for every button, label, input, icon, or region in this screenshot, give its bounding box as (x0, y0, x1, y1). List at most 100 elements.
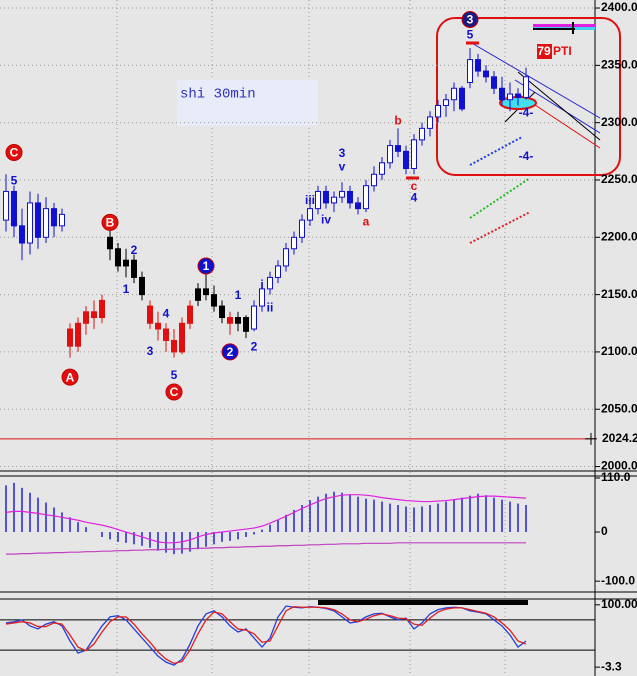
y-tick-label: 2350.0 (601, 58, 637, 72)
candle-body (203, 288, 209, 296)
candle-body (355, 202, 361, 210)
wave-circle (5, 143, 23, 161)
wave-label: B (106, 216, 115, 230)
study-label-box (177, 80, 318, 126)
candle-body (307, 208, 313, 221)
wave-label: 3 (467, 13, 474, 27)
wave-label: A (66, 370, 75, 384)
wave-label: 1 (123, 282, 130, 296)
candle-body (131, 259, 137, 278)
last-price-label: 2024.2 (602, 431, 637, 445)
y-tick-label: 2200.0 (601, 229, 637, 243)
candle-body (219, 305, 225, 319)
candle-body (51, 208, 57, 227)
wave-label: iv (321, 212, 331, 226)
candle-body (339, 190, 345, 198)
indicator-line (5, 494, 527, 544)
candle-body (195, 288, 201, 301)
stochastic-line (5, 605, 527, 665)
candle-body (331, 196, 337, 204)
y-tick-label: 2100.0 (601, 344, 637, 358)
pti-text: PTI (553, 44, 572, 58)
wave-circle (221, 343, 239, 361)
candle-body (315, 190, 321, 210)
channel-line (469, 41, 601, 119)
candle-body (419, 127, 425, 141)
candle-body (19, 225, 25, 244)
y-tick-label: 2400.0 (601, 0, 637, 14)
pti-badge (537, 44, 552, 59)
stochastic-line (5, 605, 527, 666)
study-label: shi 30min (180, 87, 256, 103)
candle-body (491, 76, 497, 89)
candle-body (59, 213, 65, 227)
wave-label: 2 (131, 243, 138, 257)
y-tick-label: 2250.0 (601, 172, 637, 186)
wave-label: 1 (203, 259, 210, 273)
wave-label: C (170, 385, 179, 399)
candle-body (235, 317, 241, 324)
candle-body (107, 236, 113, 250)
wave-label: c (411, 179, 418, 193)
candle-body (443, 99, 449, 106)
wave-label: 3 (147, 344, 154, 358)
candle-body (67, 328, 73, 347)
wave-label: a (363, 215, 370, 229)
wave-label: -4- (519, 149, 534, 163)
pti-count: 79 (537, 44, 551, 58)
candle-body (139, 276, 145, 296)
candle-body (347, 190, 353, 204)
y-tick-label: 2000.0 (601, 459, 637, 473)
candle-body (259, 288, 265, 307)
wave-circle (165, 383, 183, 401)
candle-body (99, 299, 105, 319)
candle-body (283, 248, 289, 267)
candle-body (275, 265, 281, 278)
y-tick-label: 2150.0 (601, 287, 637, 301)
y-tick-label: 2300.0 (601, 115, 637, 129)
wave-label: 3 (339, 146, 346, 160)
candle-body (291, 236, 297, 250)
wave-label: i (260, 278, 263, 292)
candle-body (515, 93, 521, 98)
candle-body (171, 339, 177, 353)
candle-body (243, 317, 249, 332)
y-tick-label: 0 (601, 524, 608, 538)
candle-body (475, 59, 481, 72)
candle-body (299, 219, 305, 238)
candle-body (3, 190, 9, 221)
projection-line (469, 177, 531, 219)
candle-body (11, 190, 17, 227)
candle-body (147, 305, 153, 324)
wave-label: v (339, 160, 346, 174)
candle-body (267, 276, 273, 290)
candle-body (395, 145, 401, 152)
wave-circle (197, 257, 215, 275)
wave-label: 5 (467, 28, 474, 42)
candle-body (83, 311, 89, 324)
signal-bar (318, 600, 528, 605)
candle-body (371, 173, 377, 187)
candle-body (91, 311, 97, 319)
candle-body (459, 87, 465, 110)
candle-body (523, 76, 529, 98)
candle-body (227, 317, 233, 324)
candle-body (483, 70, 489, 78)
indicator-line (6, 542, 526, 555)
wave-label: 4 (163, 306, 170, 320)
candle-body (155, 322, 161, 330)
wave-circle (61, 368, 79, 386)
wave-label: C (10, 146, 19, 160)
candle-body (75, 322, 81, 347)
wave-label: ii (267, 301, 274, 315)
candle-body (251, 305, 257, 330)
y-tick-label: 100.00 (601, 597, 637, 611)
candle-body (123, 259, 129, 267)
y-tick-label: 110.0 (601, 470, 631, 484)
wave-circle (461, 10, 479, 28)
candle-body (363, 185, 369, 210)
projection-line (469, 136, 523, 166)
